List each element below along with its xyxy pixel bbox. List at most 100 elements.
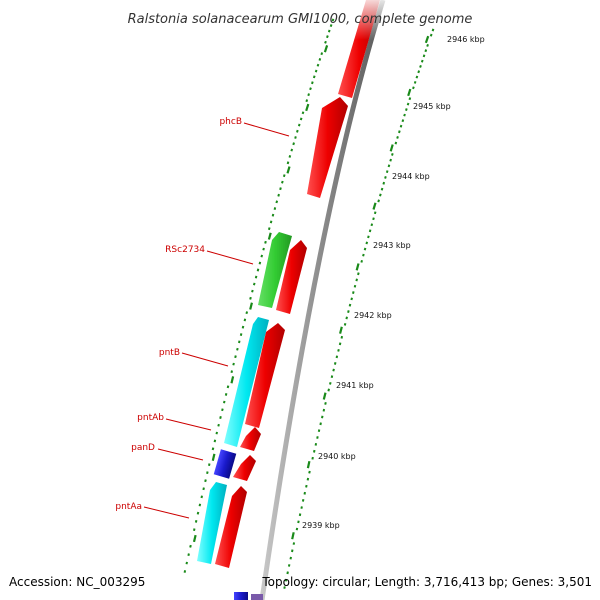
scale-minor-tick [412, 86, 415, 90]
scale-minor-tick [314, 442, 318, 446]
reverse-strand-genes [197, 232, 292, 600]
kbp-tick-labels: 2946 kbp 2945 kbp 2944 kbp 2943 kbp 2942… [302, 35, 485, 530]
scale-minor-tick [275, 200, 279, 204]
scale-major-tick [192, 534, 197, 543]
scale-minor-tick [379, 193, 382, 197]
gene-label-pntB: pntB [159, 348, 180, 358]
scale-minor-tick [326, 35, 329, 39]
scale-minor-tick [316, 63, 320, 67]
scale-minor-tick [360, 259, 363, 263]
scale-minor-tick [340, 335, 344, 339]
gene-forward-pnt [245, 323, 285, 428]
scale-minor-tick [286, 571, 289, 575]
scale-minor-tick [196, 511, 200, 515]
genome-backbone [259, 0, 386, 600]
scale-minor-tick [333, 362, 337, 365]
scale-minor-tick [300, 506, 303, 509]
scale-minor-tick [348, 303, 352, 307]
scale-major-tick [230, 376, 235, 384]
scale-minor-tick [226, 385, 230, 389]
scale-minor-tick [299, 117, 303, 121]
scale-minor-tick [254, 275, 258, 279]
scale-minor-tick [329, 24, 333, 28]
scale-major-tick [339, 326, 343, 334]
scale-minor-tick [236, 347, 239, 351]
scale-minor-tick [284, 578, 288, 582]
scale-minor-tick [264, 240, 267, 244]
gene-phcB [307, 97, 348, 198]
gene-RSc2734 [258, 232, 292, 308]
label-leader-line [157, 448, 204, 461]
scale-minor-tick [343, 322, 347, 326]
tick-label: 2946 kbp [447, 35, 485, 44]
scale-minor-tick [317, 429, 321, 433]
scale-minor-tick [353, 284, 357, 288]
scale-minor-tick [262, 247, 265, 251]
gene-label-panD: panD [131, 443, 155, 453]
scale-minor-tick [384, 176, 387, 179]
scale-minor-tick [311, 81, 314, 85]
gene-labels: phcB RSc2734 pntB pntAb panD pntAa [115, 117, 290, 519]
scale-minor-tick [320, 52, 324, 56]
scale-minor-tick [312, 75, 316, 79]
scale-minor-tick [301, 498, 305, 502]
scale-minor-tick [251, 289, 254, 293]
scale-minor-tick [403, 113, 406, 117]
gene-pntAa [197, 482, 227, 564]
scale-minor-tick [193, 528, 196, 532]
scale-minor-tick [370, 223, 374, 227]
scale-major-tick [306, 460, 311, 469]
label-leader-line [206, 250, 254, 265]
scale-minor-tick [431, 28, 435, 32]
scale-minor-tick [401, 119, 405, 123]
label-leader-line [143, 506, 190, 519]
scale-minor-tick [286, 161, 290, 165]
scale-minor-tick [380, 187, 384, 191]
scale-minor-tick [269, 220, 273, 224]
scale-minor-tick [417, 70, 421, 74]
scale-minor-tick [200, 495, 203, 499]
scale-minor-tick [289, 556, 292, 560]
scale-minor-tick [318, 58, 322, 61]
scale-minor-tick [297, 520, 300, 524]
scale-minor-tick [365, 241, 369, 245]
scale-major-tick [389, 144, 394, 152]
scale-minor-tick [331, 18, 335, 22]
scale-minor-tick [308, 470, 311, 474]
scale-minor-tick [309, 87, 312, 91]
scale-minor-tick [387, 164, 391, 168]
scale-minor-tick [249, 296, 252, 300]
scale-minor-tick [391, 153, 394, 156]
accession-text: Accession: NC_003295 [9, 575, 145, 589]
scale-minor-tick [283, 586, 286, 589]
scale-minor-tick [368, 229, 372, 233]
scale-minor-tick [277, 193, 280, 197]
scale-minor-tick [352, 291, 355, 294]
gene-forward-2939 [215, 486, 247, 568]
scale-minor-tick [316, 436, 319, 439]
scale-major-tick [355, 263, 360, 271]
scale-minor-tick [297, 123, 301, 127]
scale-minor-tick [238, 340, 241, 344]
scale-minor-tick [337, 348, 340, 352]
scale-minor-tick [405, 108, 408, 111]
scale-minor-tick [224, 393, 228, 396]
scale-minor-tick [330, 375, 334, 379]
genome-summary-text: Topology: circular; Length: 3,716,413 bp… [261, 575, 592, 589]
scale-minor-tick [282, 174, 286, 178]
scale-minor-tick [319, 422, 322, 426]
gene-label-pntAb: pntAb [137, 413, 164, 423]
scale-minor-tick [363, 247, 367, 251]
scale-minor-tick [335, 355, 339, 359]
scale-minor-tick [408, 97, 412, 101]
gene-forward-2943 [276, 240, 307, 314]
scale-major-tick [323, 45, 329, 53]
tick-label: 2945 kbp [413, 102, 451, 111]
scale-minor-tick [372, 217, 375, 221]
scale-major-tick [286, 166, 291, 174]
scale-minor-tick [290, 148, 294, 152]
scale-minor-tick [347, 310, 350, 313]
scale-minor-tick [367, 235, 370, 239]
scale-minor-tick [413, 80, 417, 84]
